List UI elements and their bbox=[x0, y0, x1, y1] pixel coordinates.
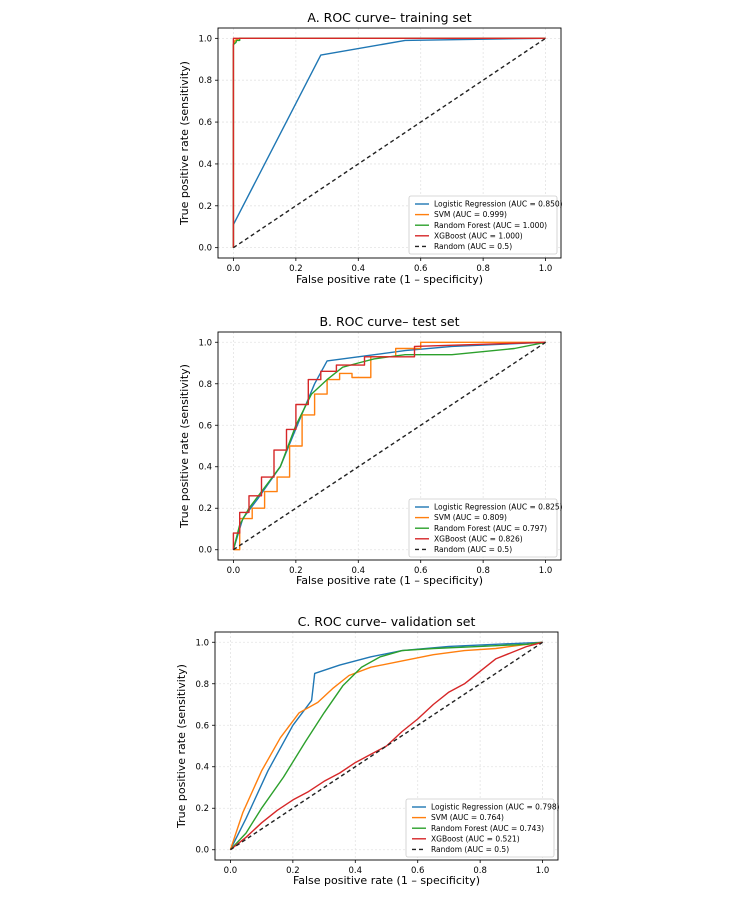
legend-entry: SVM (AUC = 0.809) bbox=[434, 513, 507, 522]
x-tick-label: 1.0 bbox=[539, 566, 553, 576]
legend-entry: Logistic Regression (AUC = 0.798) bbox=[431, 803, 560, 812]
y-tick-label: 0.6 bbox=[198, 118, 212, 128]
legend-box bbox=[408, 195, 558, 255]
y-tick-label: 0.0 bbox=[195, 846, 209, 856]
x-tick-label: 0.2 bbox=[289, 566, 303, 576]
y-axis-label: True positive rate (sensitivity) bbox=[175, 664, 188, 829]
x-axis-label: False positive rate (1 – specificity) bbox=[296, 273, 483, 286]
y-tick-label: 0.4 bbox=[195, 763, 209, 773]
chart-title: A. ROC curve– training set bbox=[307, 10, 471, 25]
y-tick-label: 0.0 bbox=[198, 244, 212, 254]
legend: Logistic Regression (AUC = 0.850)SVM (AU… bbox=[408, 195, 563, 255]
legend-entry: Random Forest (AUC = 1.000) bbox=[434, 221, 547, 230]
x-tick-label: 0.8 bbox=[476, 264, 490, 274]
legend-entry: Random (AUC = 0.5) bbox=[434, 545, 512, 554]
legend-entry: Random Forest (AUC = 0.743) bbox=[431, 824, 544, 833]
y-tick-label: 0.8 bbox=[195, 680, 209, 690]
series-line-xgboost bbox=[232, 37, 546, 248]
x-axis-label: False positive rate (1 – specificity) bbox=[293, 874, 480, 887]
plot-frame bbox=[217, 27, 562, 259]
legend-entry: XGBoost (AUC = 0.826) bbox=[434, 534, 523, 543]
legend-entry: SVM (AUC = 0.764) bbox=[431, 813, 504, 822]
x-tick-label: 0.4 bbox=[349, 866, 363, 876]
plot-frame bbox=[217, 331, 562, 561]
roc-panel-2: 0.0 0.2 0.4 0.6 0.8 1.0 0.0 0.2 0.4 0.6 0.8 1.0 C. R… bbox=[175, 614, 560, 887]
x-tick-label: 0.6 bbox=[411, 866, 425, 876]
x-tick-label: 1.0 bbox=[539, 264, 553, 274]
series-line-xgboost bbox=[229, 641, 543, 851]
x-tick-label: 0.0 bbox=[227, 566, 241, 576]
legend-entry: SVM (AUC = 0.999) bbox=[434, 210, 507, 219]
plot-frame bbox=[214, 631, 559, 861]
y-tick-label: 1.0 bbox=[198, 34, 212, 44]
legend-entry: XGBoost (AUC = 0.521) bbox=[431, 834, 520, 843]
y-tick-label: 0.6 bbox=[198, 421, 212, 431]
x-tick-label: 0.6 bbox=[414, 264, 428, 274]
series-line-random-forest bbox=[229, 641, 543, 851]
series-line-svm bbox=[229, 641, 543, 850]
y-tick-label: 0.4 bbox=[198, 160, 212, 170]
legend-entry: XGBoost (AUC = 1.000) bbox=[434, 231, 523, 240]
y-axis-label: True positive rate (sensitivity) bbox=[178, 364, 191, 529]
y-tick-label: 0.8 bbox=[198, 380, 212, 390]
y-tick-label: 0.4 bbox=[198, 463, 212, 473]
y-tick-label: 1.0 bbox=[195, 638, 209, 648]
legend-entry: Random (AUC = 0.5) bbox=[434, 242, 512, 251]
y-tick-label: 0.0 bbox=[198, 546, 212, 556]
series-line-xgboost bbox=[232, 341, 546, 550]
roc-panel-1: 0.0 0.2 0.4 0.6 0.8 1.0 0.0 0.2 0.4 0.6 0.8 1.0 B. R… bbox=[178, 314, 563, 587]
x-tick-label: 0.4 bbox=[352, 566, 366, 576]
legend-entry: Random (AUC = 0.5) bbox=[431, 845, 509, 854]
chart-title: C. ROC curve– validation set bbox=[298, 614, 476, 629]
chart-title: B. ROC curve– test set bbox=[319, 314, 459, 329]
legend-entry: Logistic Regression (AUC = 0.825) bbox=[434, 503, 563, 512]
y-tick-label: 1.0 bbox=[198, 338, 212, 348]
series-line-random-forest bbox=[232, 341, 546, 550]
legend-box bbox=[405, 798, 555, 858]
y-axis-label: True positive rate (sensitivity) bbox=[178, 61, 191, 226]
y-tick-label: 0.6 bbox=[195, 721, 209, 731]
legend-entry: Random Forest (AUC = 0.797) bbox=[434, 524, 547, 533]
x-tick-label: 0.0 bbox=[227, 264, 241, 274]
y-tick-label: 0.2 bbox=[198, 504, 212, 514]
x-tick-label: 0.4 bbox=[352, 264, 366, 274]
legend-entry: Logistic Regression (AUC = 0.850) bbox=[434, 200, 563, 209]
legend-box bbox=[408, 498, 558, 558]
x-tick-label: 0.6 bbox=[414, 566, 428, 576]
x-tick-label: 0.8 bbox=[473, 866, 487, 876]
y-tick-label: 0.2 bbox=[195, 804, 209, 814]
x-tick-label: 0.2 bbox=[286, 866, 300, 876]
series-line-logistic-regression bbox=[229, 641, 543, 851]
x-tick-label: 0.0 bbox=[224, 866, 238, 876]
y-tick-label: 0.8 bbox=[198, 76, 212, 86]
x-tick-label: 0.8 bbox=[476, 566, 490, 576]
y-tick-label: 0.2 bbox=[198, 202, 212, 212]
legend: Logistic Regression (AUC = 0.798)SVM (AU… bbox=[405, 798, 560, 858]
x-tick-label: 1.0 bbox=[536, 866, 550, 876]
x-tick-label: 0.2 bbox=[289, 264, 303, 274]
x-axis-label: False positive rate (1 – specificity) bbox=[296, 574, 483, 587]
roc-panel-0: 0.0 0.2 0.4 0.6 0.8 1.0 0.0 0.2 0.4 0.6 0.8 1.0 A. R… bbox=[178, 10, 563, 286]
legend: Logistic Regression (AUC = 0.825)SVM (AU… bbox=[408, 498, 563, 558]
